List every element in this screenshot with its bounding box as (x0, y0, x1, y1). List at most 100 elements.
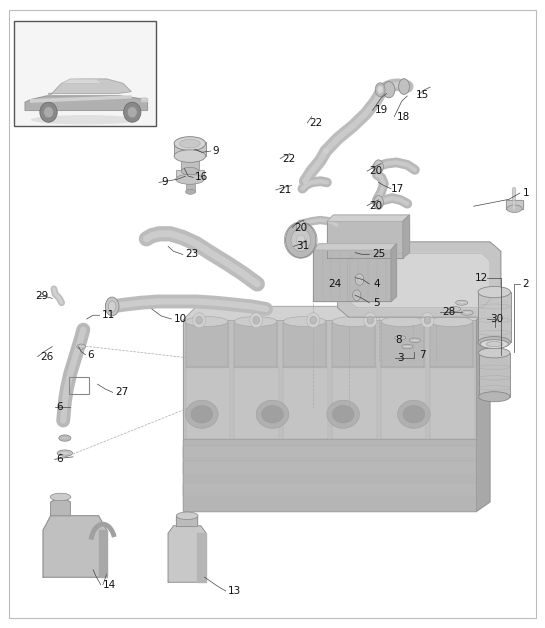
Text: 16: 16 (195, 173, 209, 182)
Text: 26: 26 (40, 352, 53, 362)
Text: 19: 19 (375, 106, 388, 116)
Text: 23: 23 (185, 249, 199, 259)
Text: 3: 3 (397, 353, 404, 363)
Bar (69, 377, 89, 394)
Polygon shape (338, 242, 501, 317)
Ellipse shape (403, 406, 425, 423)
Ellipse shape (262, 406, 283, 423)
Polygon shape (313, 250, 391, 301)
Polygon shape (476, 306, 490, 511)
Text: 13: 13 (228, 586, 241, 596)
Ellipse shape (376, 83, 385, 97)
Ellipse shape (108, 301, 116, 312)
Text: 11: 11 (102, 310, 115, 320)
Ellipse shape (479, 348, 510, 358)
Ellipse shape (378, 86, 383, 94)
Polygon shape (506, 200, 523, 208)
Text: 27: 27 (115, 387, 128, 398)
Text: 18: 18 (396, 112, 410, 122)
Ellipse shape (353, 290, 361, 301)
Text: 20: 20 (370, 200, 383, 210)
Text: 12: 12 (475, 273, 488, 283)
Ellipse shape (397, 400, 430, 428)
Polygon shape (332, 322, 375, 367)
Polygon shape (31, 96, 131, 102)
Ellipse shape (191, 406, 213, 423)
Polygon shape (234, 322, 277, 367)
Circle shape (192, 313, 205, 328)
Ellipse shape (174, 150, 205, 163)
Ellipse shape (374, 160, 383, 173)
Circle shape (128, 107, 137, 118)
Polygon shape (99, 530, 107, 577)
Circle shape (44, 107, 53, 118)
Circle shape (253, 317, 259, 324)
Ellipse shape (430, 317, 473, 327)
Ellipse shape (332, 317, 375, 327)
Ellipse shape (395, 335, 405, 340)
Text: 30: 30 (490, 314, 503, 324)
Text: 10: 10 (173, 314, 187, 324)
Bar (185, 178, 195, 192)
Text: 14: 14 (103, 580, 116, 590)
Text: 2: 2 (523, 279, 529, 289)
Ellipse shape (381, 317, 423, 327)
Text: 22: 22 (310, 118, 323, 128)
Circle shape (307, 313, 320, 328)
Text: 1: 1 (523, 188, 529, 198)
Bar (478, 292, 511, 342)
Ellipse shape (175, 174, 204, 184)
Polygon shape (197, 533, 206, 582)
Polygon shape (183, 446, 476, 458)
Polygon shape (327, 215, 409, 221)
Polygon shape (183, 306, 490, 320)
Circle shape (364, 313, 377, 328)
Ellipse shape (480, 340, 508, 349)
Bar (479, 353, 510, 397)
Ellipse shape (234, 317, 277, 327)
Polygon shape (234, 367, 279, 440)
Ellipse shape (185, 189, 195, 194)
Ellipse shape (409, 338, 420, 342)
Ellipse shape (461, 310, 473, 315)
Polygon shape (43, 516, 107, 577)
Ellipse shape (185, 317, 228, 327)
Polygon shape (183, 461, 476, 474)
Polygon shape (185, 367, 230, 440)
Text: 17: 17 (391, 183, 404, 193)
Ellipse shape (283, 317, 326, 327)
Ellipse shape (374, 195, 383, 209)
Ellipse shape (327, 400, 360, 428)
Circle shape (250, 313, 263, 328)
Ellipse shape (105, 297, 119, 316)
Ellipse shape (402, 344, 413, 349)
Polygon shape (183, 320, 476, 511)
Text: 31: 31 (296, 241, 309, 251)
Polygon shape (183, 440, 476, 511)
Circle shape (124, 102, 141, 122)
Bar (174, 143, 205, 156)
Text: 9: 9 (161, 178, 168, 187)
Text: 6: 6 (57, 455, 63, 464)
Text: 22: 22 (282, 154, 295, 164)
Text: 28: 28 (443, 307, 456, 317)
Polygon shape (381, 367, 426, 440)
Ellipse shape (332, 406, 354, 423)
Polygon shape (327, 221, 403, 257)
Bar (14, 21, 156, 126)
Ellipse shape (507, 205, 522, 212)
Ellipse shape (478, 337, 511, 348)
Text: 25: 25 (372, 249, 385, 259)
Polygon shape (430, 367, 475, 440)
Ellipse shape (50, 493, 71, 501)
Ellipse shape (179, 139, 200, 148)
Circle shape (367, 317, 374, 324)
Polygon shape (175, 516, 197, 526)
Polygon shape (430, 322, 473, 367)
Ellipse shape (398, 78, 409, 94)
Circle shape (291, 229, 311, 251)
Circle shape (421, 313, 434, 328)
Text: 4: 4 (373, 279, 380, 289)
Circle shape (310, 317, 317, 324)
Text: 20: 20 (294, 222, 307, 232)
